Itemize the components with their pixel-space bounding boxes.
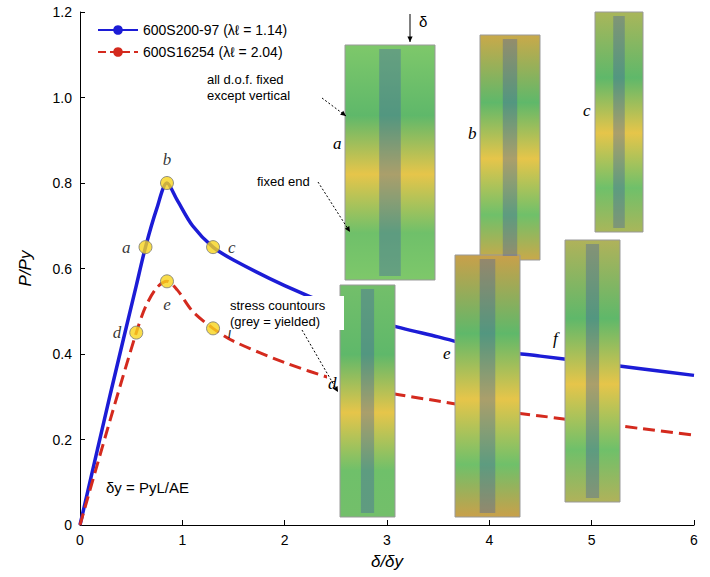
- svg-text:1.0: 1.0: [53, 90, 73, 106]
- svg-text:0: 0: [64, 517, 72, 533]
- svg-text:600S200-97 (λℓ = 1.14): 600S200-97 (λℓ = 1.14): [143, 22, 287, 38]
- svg-text:e: e: [443, 344, 451, 363]
- svg-text:b: b: [163, 150, 172, 169]
- svg-text:δy = PyL/AE: δy = PyL/AE: [106, 479, 189, 496]
- svg-text:c: c: [583, 101, 591, 120]
- svg-text:b: b: [468, 124, 477, 143]
- svg-text:P/Py: P/Py: [16, 249, 35, 286]
- svg-text:4: 4: [485, 532, 493, 548]
- svg-text:f: f: [553, 329, 560, 348]
- svg-text:c: c: [228, 238, 236, 257]
- svg-text:a: a: [333, 134, 342, 153]
- svg-text:all d.o.f. fixed: all d.o.f. fixed: [207, 72, 287, 87]
- svg-text:(grey = yielded): (grey = yielded): [230, 314, 320, 329]
- svg-text:0.4: 0.4: [53, 346, 73, 362]
- svg-text:6: 6: [690, 532, 698, 548]
- svg-text:1.2: 1.2: [53, 4, 73, 20]
- svg-text:5: 5: [588, 532, 596, 548]
- svg-text:fixed end: fixed end: [257, 174, 310, 189]
- svg-text:0.2: 0.2: [53, 432, 73, 448]
- svg-text:a: a: [122, 238, 131, 257]
- svg-text:0.8: 0.8: [53, 175, 73, 191]
- svg-text:e: e: [163, 295, 171, 314]
- svg-text:stress countours: stress countours: [230, 298, 329, 313]
- svg-text:except vertical: except vertical: [207, 88, 290, 103]
- svg-text:δ/δy: δ/δy: [371, 552, 405, 571]
- svg-text:0: 0: [76, 532, 84, 548]
- svg-text:2: 2: [281, 532, 289, 548]
- svg-text:1: 1: [178, 532, 186, 548]
- svg-text:δ: δ: [419, 13, 427, 30]
- svg-text:d: d: [328, 374, 337, 393]
- svg-text:0.6: 0.6: [53, 261, 73, 277]
- svg-text:3: 3: [383, 532, 391, 548]
- svg-text:d: d: [113, 323, 122, 342]
- svg-text:600S16254 (λℓ = 2.04): 600S16254 (λℓ = 2.04): [143, 44, 283, 60]
